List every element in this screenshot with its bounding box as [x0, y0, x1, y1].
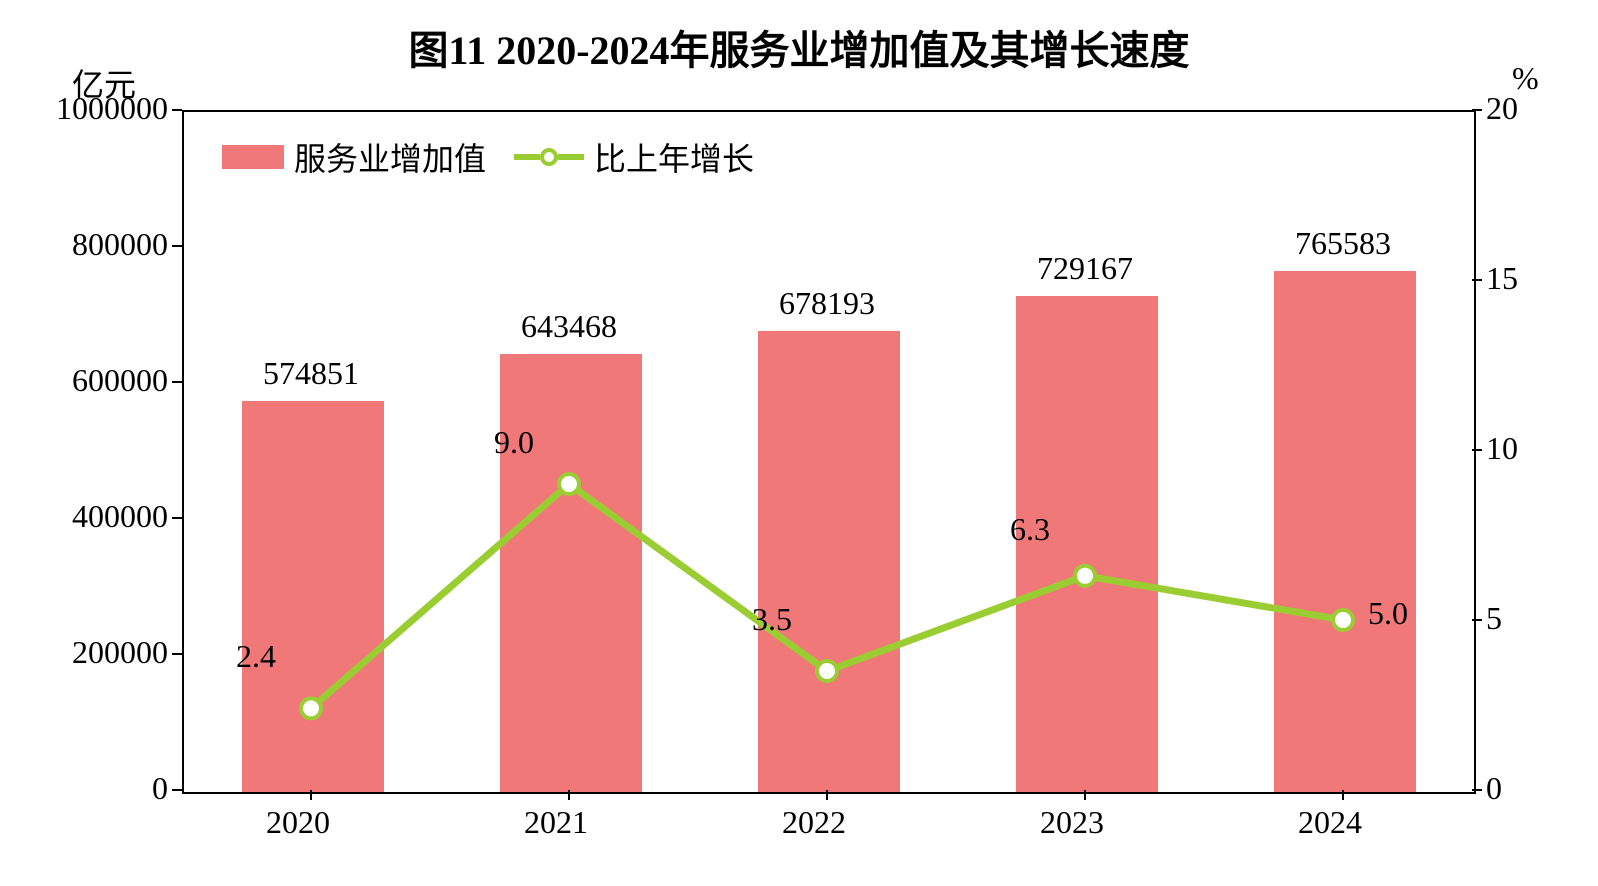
chart-container: 图11 2020-2024年服务业增加值及其增长速度 亿元 % 服务业增加值 比… [0, 0, 1598, 886]
line-value-label: 3.5 [752, 601, 792, 638]
line-series [0, 0, 1598, 886]
line-value-label: 2.4 [236, 638, 276, 675]
line-value-label: 9.0 [494, 424, 534, 461]
line-value-label: 5.0 [1368, 595, 1408, 632]
line-marker [1333, 610, 1353, 630]
line-marker [817, 661, 837, 681]
line-marker [559, 474, 579, 494]
line-marker [1075, 566, 1095, 586]
line-marker [301, 698, 321, 718]
line-value-label: 6.3 [1010, 511, 1050, 548]
